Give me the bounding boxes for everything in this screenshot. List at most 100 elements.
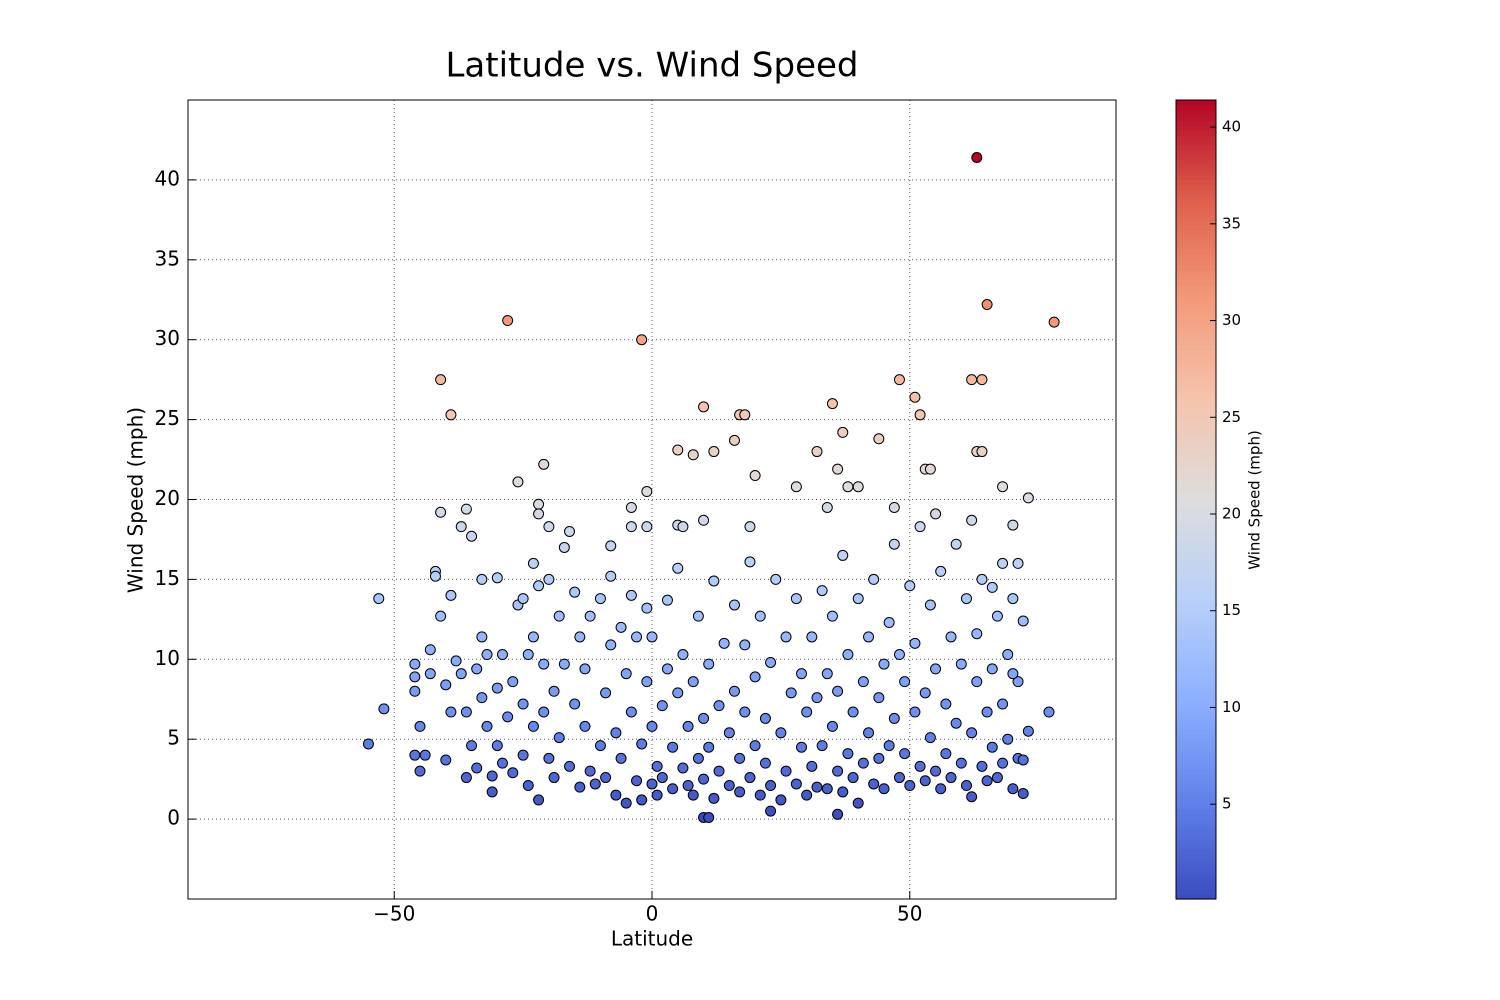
colorbar-slice <box>1176 709 1216 715</box>
point <box>713 700 725 712</box>
colorbar-slice <box>1176 359 1216 366</box>
point <box>919 775 931 787</box>
point <box>986 663 998 675</box>
point <box>486 770 498 782</box>
colorbar-slice <box>1176 564 1216 571</box>
colorbar-slice <box>1176 699 1216 705</box>
point <box>620 797 632 809</box>
point <box>625 589 637 601</box>
colorbar-slice <box>1176 474 1216 481</box>
point <box>790 778 802 790</box>
point <box>615 621 627 633</box>
colorbar-slice <box>1176 269 1216 276</box>
colorbar-slice <box>1176 149 1216 156</box>
colorbar-tick-label: 15 <box>1222 601 1241 619</box>
point <box>723 727 735 739</box>
point <box>429 570 441 582</box>
colorbar-slice <box>1176 214 1216 221</box>
point <box>878 783 890 795</box>
colorbar-frame <box>1175 99 1217 900</box>
colorbar-slice <box>1176 659 1216 665</box>
colorbar-slice <box>1176 294 1216 301</box>
point <box>1002 733 1014 745</box>
point <box>728 685 740 697</box>
colorbar-slice <box>1176 649 1216 655</box>
colorbar-slice <box>1176 819 1216 825</box>
colorbar-slice <box>1176 714 1216 720</box>
point <box>966 791 978 803</box>
point <box>842 748 854 760</box>
point <box>863 631 875 643</box>
point <box>775 727 787 739</box>
point <box>414 720 426 732</box>
colorbar-slice <box>1176 344 1216 351</box>
point <box>765 656 777 668</box>
colorbar-slice <box>1176 664 1216 670</box>
point <box>728 434 740 446</box>
point <box>950 538 962 550</box>
point <box>971 152 983 164</box>
point <box>440 679 452 691</box>
point <box>600 687 612 699</box>
colorbar-slice <box>1176 804 1216 810</box>
point <box>656 772 668 784</box>
point <box>667 783 679 795</box>
point <box>460 772 472 784</box>
colorbar-slice <box>1176 854 1216 860</box>
point <box>672 687 684 699</box>
colorbar-slice <box>1176 719 1216 725</box>
colorbar-slice <box>1176 684 1216 690</box>
colorbar-slice <box>1176 689 1216 695</box>
point <box>981 706 993 718</box>
colorbar-slice <box>1176 154 1216 161</box>
point <box>837 786 849 798</box>
point <box>708 792 720 804</box>
point <box>821 783 833 795</box>
colorbar-slice <box>1176 704 1216 710</box>
colorbar-slice <box>1176 779 1216 785</box>
point <box>445 589 457 601</box>
point <box>491 682 503 694</box>
colorbar-slice <box>1176 489 1216 496</box>
colorbar-slice <box>1176 169 1216 176</box>
point <box>780 765 792 777</box>
colorbar-slice <box>1176 264 1216 271</box>
point <box>971 676 983 688</box>
point <box>806 631 818 643</box>
colorbar-slice <box>1176 639 1216 645</box>
point <box>409 658 421 670</box>
point <box>584 765 596 777</box>
point <box>744 521 756 533</box>
colorbar-slice <box>1176 559 1216 566</box>
colorbar-slice <box>1176 844 1216 850</box>
colorbar-slice <box>1176 414 1216 421</box>
point <box>945 631 957 643</box>
colorbar-slice <box>1176 434 1216 441</box>
colorbar-slice <box>1176 364 1216 371</box>
colorbar-slice <box>1176 729 1216 735</box>
colorbar-slice <box>1176 354 1216 361</box>
point <box>940 698 952 710</box>
chart-title: Latitude vs. Wind Speed <box>445 46 858 86</box>
point <box>496 649 508 661</box>
point <box>1007 668 1019 680</box>
point <box>914 760 926 772</box>
point <box>770 573 782 585</box>
point <box>491 572 503 584</box>
point <box>491 740 503 752</box>
point <box>826 610 838 622</box>
point <box>610 727 622 739</box>
point <box>661 663 673 675</box>
point <box>1017 754 1029 766</box>
point <box>811 781 823 793</box>
y-axis-label: Wind Speed (mph) <box>124 407 148 593</box>
y-tick-label: 5 <box>167 726 180 750</box>
point <box>517 749 529 761</box>
colorbar-slice <box>1176 299 1216 306</box>
point <box>687 676 699 688</box>
point <box>981 775 993 787</box>
point <box>651 760 663 772</box>
point <box>775 794 787 806</box>
point <box>997 557 1009 569</box>
point <box>538 458 550 470</box>
